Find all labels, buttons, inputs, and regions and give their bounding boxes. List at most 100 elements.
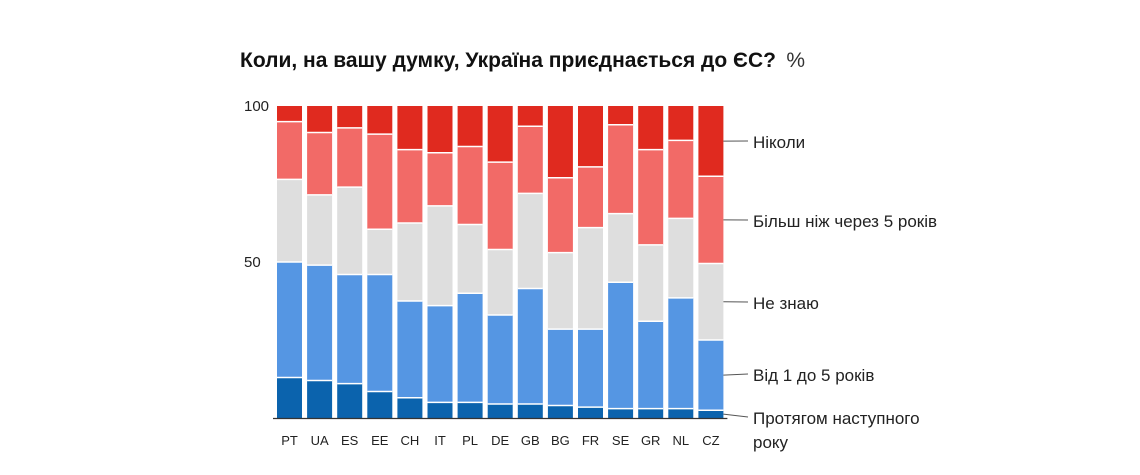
bar-segment	[578, 166, 603, 228]
bar-segment	[307, 106, 333, 133]
bar-segment	[427, 106, 453, 153]
bar-segment	[337, 383, 363, 418]
bar-segment	[608, 408, 634, 418]
legend: Ніколи Більш ніж через 5 років Не знаю Від …	[723, 133, 937, 452]
bar-segment	[698, 106, 724, 177]
bar-segment	[578, 227, 603, 330]
x-tick-label: CZ	[702, 433, 719, 448]
bar-segment	[517, 288, 543, 404]
bars	[273, 106, 728, 420]
legend-label-line: Протягом наступного	[753, 409, 920, 428]
y-tick-label: 50	[244, 254, 261, 271]
bar-segment	[397, 106, 423, 150]
bar-stack-ua	[307, 106, 333, 418]
bar-segment	[307, 132, 333, 195]
bar-segment	[547, 106, 573, 178]
bar-segment	[367, 106, 393, 135]
legend-leader-line	[723, 413, 749, 418]
bar-segment	[397, 301, 423, 398]
legend-label-line: Від 1 до 5 років	[753, 366, 874, 385]
bar-segment	[397, 223, 423, 301]
x-axis-labels: PT UA ES EE CH IT PL DE GB BG FR SE GR NL CZ	[281, 433, 719, 448]
bar-segment	[638, 321, 664, 409]
bar-segment	[487, 249, 513, 316]
bar-segment	[307, 380, 333, 418]
bar-segment	[427, 305, 453, 403]
bar-segment	[397, 149, 423, 223]
bar-segment	[337, 274, 363, 384]
bar-segment	[307, 265, 333, 381]
legend-label: Більш ніж через 5 років	[753, 212, 937, 231]
bar-segment	[307, 194, 333, 266]
bar-segment	[547, 177, 573, 253]
y-tick-label: 100	[244, 98, 269, 115]
bar-segment	[277, 262, 302, 378]
bar-segment	[367, 229, 393, 275]
bar-segment	[668, 408, 694, 418]
bar-segment	[608, 213, 634, 283]
legend-label-line: Більш ніж через 5 років	[753, 212, 937, 231]
bar-segment	[608, 124, 634, 214]
bar-segment	[517, 403, 543, 418]
bar-segment	[487, 106, 513, 163]
bar-segment	[578, 106, 603, 167]
bar-segment	[367, 134, 393, 230]
bar-segment	[487, 315, 513, 404]
bar-segment	[337, 127, 363, 188]
bar-segment	[337, 106, 363, 128]
x-tick-label: PT	[281, 433, 298, 448]
bar-segment	[698, 263, 724, 340]
bar-segment	[427, 152, 453, 206]
legend-label: Протягом наступного року	[753, 409, 920, 452]
chart-title: Коли, на вашу думку, Україна приєднаєтьс…	[240, 49, 805, 72]
bar-segment	[277, 121, 302, 180]
bar-segment	[457, 224, 483, 294]
x-tick-label: DE	[491, 433, 509, 448]
bar-stack-it	[427, 106, 453, 418]
x-tick-label: SE	[612, 433, 630, 448]
bar-segment	[608, 106, 634, 125]
bar-segment	[457, 146, 483, 225]
bar-segment	[638, 106, 664, 150]
bar-stack-bg	[547, 106, 573, 418]
legend-label: Ніколи	[753, 133, 805, 152]
x-tick-label: FR	[582, 433, 599, 448]
bar-stack-cz	[698, 106, 724, 418]
bar-stack-nl	[668, 106, 694, 418]
bar-segment	[638, 408, 664, 418]
bar-segment	[547, 405, 573, 418]
bar-segment	[277, 377, 302, 418]
bar-segment	[547, 252, 573, 330]
bar-segment	[668, 218, 694, 298]
x-tick-label: PL	[462, 433, 478, 448]
bar-segment	[608, 282, 634, 409]
bar-segment	[668, 106, 694, 141]
bar-segment	[578, 329, 603, 408]
bar-segment	[457, 402, 483, 418]
bar-stack-pl	[457, 106, 483, 418]
bar-segment	[698, 410, 724, 418]
bar-stack-ch	[397, 106, 423, 418]
bar-stack-gr	[638, 106, 664, 418]
bar-segment	[578, 407, 603, 418]
legend-label-line: Не знаю	[753, 294, 819, 313]
bar-stack-se	[608, 106, 634, 418]
x-tick-label: ES	[341, 433, 359, 448]
bar-segment	[638, 149, 664, 245]
bar-segment	[397, 397, 423, 418]
x-tick-label: UA	[311, 433, 329, 448]
bar-segment	[517, 126, 543, 194]
bar-segment	[427, 402, 453, 418]
legend-label: Не знаю	[753, 294, 819, 313]
bar-stack-es	[337, 106, 363, 418]
bar-segment	[367, 274, 393, 392]
x-tick-label: IT	[434, 433, 446, 448]
x-tick-label: GR	[641, 433, 661, 448]
bar-stack-ee	[367, 106, 393, 418]
y-axis: 100 50	[244, 98, 269, 271]
bar-segment	[668, 140, 694, 219]
bar-segment	[487, 403, 513, 418]
bar-segment	[337, 187, 363, 275]
x-tick-label: BG	[551, 433, 570, 448]
x-tick-label: CH	[401, 433, 420, 448]
